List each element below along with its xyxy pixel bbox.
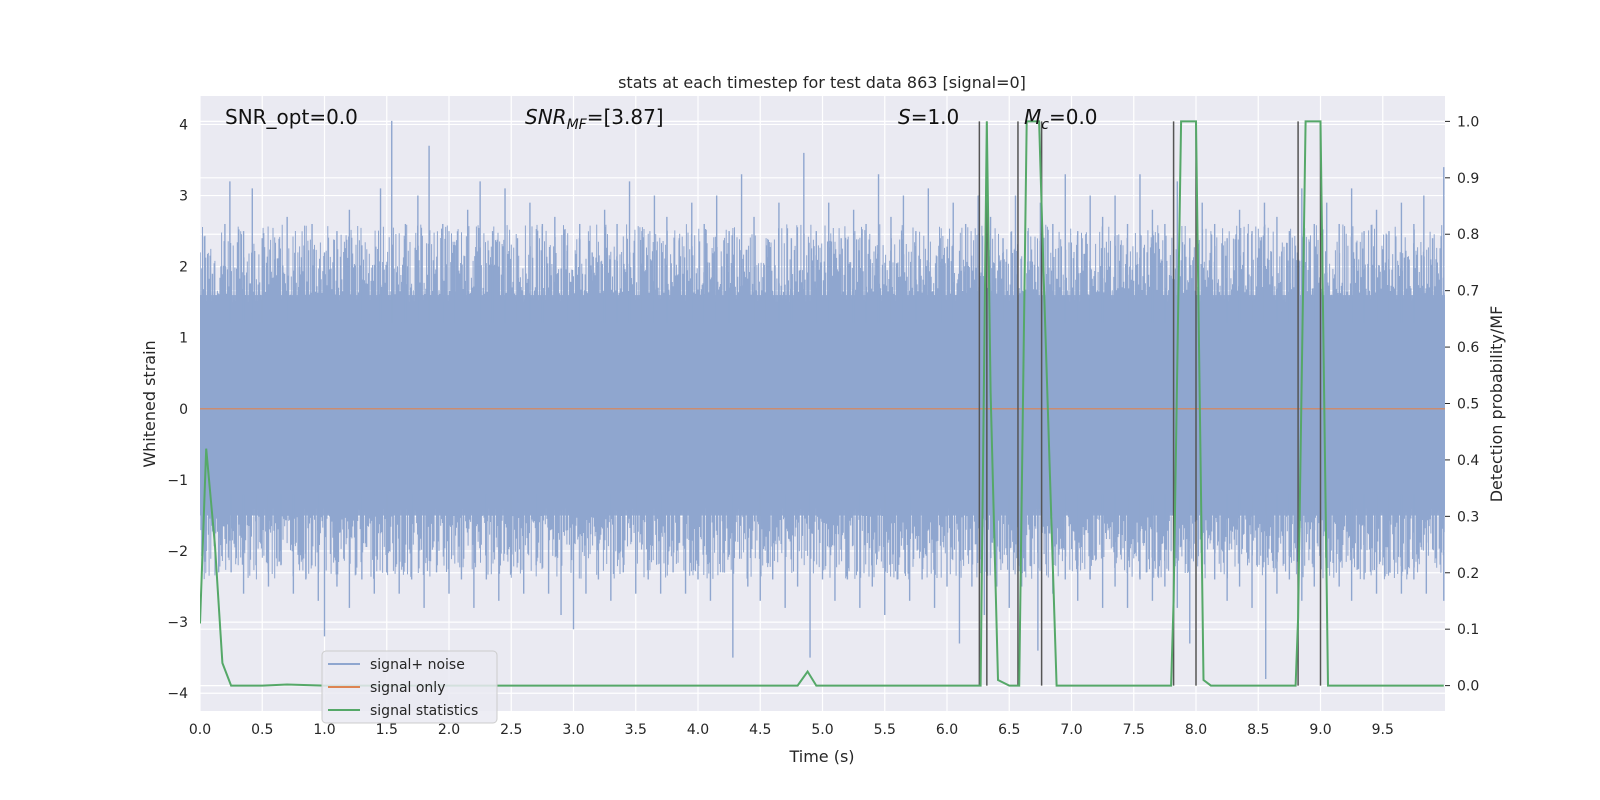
- y-tick-label: 4: [179, 117, 188, 133]
- y-tick-label: 2: [179, 260, 188, 276]
- x-tick-label: 0.5: [251, 722, 273, 738]
- x-tick-label: 4.0: [687, 722, 709, 738]
- legend-label-signal-only: signal only: [370, 680, 445, 696]
- y-tick-label: −2: [167, 544, 188, 560]
- annotation-mc-sub: c: [1041, 117, 1049, 133]
- x-tick-label: 8.5: [1247, 722, 1269, 738]
- x-tick-label: 2.0: [438, 722, 460, 738]
- y2-axis-ticks: 1.0 0.9 0.8 0.7 0.6 0.5 0.4 0.3 0.2 0.1 0.0: [1445, 114, 1479, 695]
- x-tick-label: 7.0: [1060, 722, 1082, 738]
- x-axis-ticks: 0.0 0.5 1.0 1.5 2.0 2.5 3.0 3.5 4.0 4.5 5.0 5.5 6.0 6…: [189, 722, 1394, 738]
- annotation-snr-mf: SNRMF=[3.87]: [525, 105, 664, 133]
- x-tick-label: 1.5: [376, 722, 398, 738]
- y-tick-label: −4: [167, 686, 188, 702]
- x-tick-label: 2.5: [500, 722, 522, 738]
- annotation-snr-opt: SNR_opt=0.0: [225, 105, 358, 129]
- y-tick-label: 0: [179, 402, 188, 418]
- y-tick-label: 1: [179, 331, 188, 347]
- x-tick-label: 0.0: [189, 722, 211, 738]
- x-tick-label: 7.5: [1123, 722, 1145, 738]
- y-tick-label: −3: [167, 615, 188, 631]
- x-tick-label: 3.0: [562, 722, 584, 738]
- y-tick-label: 3: [179, 189, 188, 205]
- y2-tick-label: 0.6: [1457, 340, 1479, 356]
- y2-tick-label: 0.7: [1457, 284, 1479, 300]
- x-tick-label: 3.5: [625, 722, 647, 738]
- noise-trace: [200, 224, 1445, 580]
- legend-label-signal-statistics: signal statistics: [370, 703, 478, 719]
- x-axis-label: Time (s): [788, 747, 854, 766]
- y2-tick-label: 0.3: [1457, 509, 1479, 525]
- y2-tick-label: 0.9: [1457, 171, 1479, 187]
- legend-label-signal-noise: signal+ noise: [370, 657, 465, 673]
- y2-axis-label: Detection probability/MF: [1487, 306, 1506, 503]
- x-tick-label: 8.0: [1185, 722, 1207, 738]
- series-signal-noise: [200, 120, 1445, 680]
- y-axis-ticks: 4 3 2 1 0 −1 −2 −3 −4: [167, 117, 188, 702]
- x-tick-label: 9.5: [1372, 722, 1394, 738]
- annotation-s-main: S: [898, 105, 911, 129]
- x-tick-label: 6.5: [998, 722, 1020, 738]
- x-tick-label: 6.0: [936, 722, 958, 738]
- y2-tick-label: 0.4: [1457, 453, 1479, 469]
- y2-tick-label: 1.0: [1457, 114, 1479, 130]
- annotation-snr-mf-value: =[3.87]: [587, 105, 664, 129]
- x-tick-label: 4.5: [749, 722, 771, 738]
- legend-box: [321, 650, 498, 724]
- annotation-snr-mf-sub: MF: [567, 117, 588, 133]
- annotation-s: S=1.0: [898, 105, 959, 129]
- y2-tick-label: 0.2: [1457, 566, 1479, 582]
- y-tick-label: −1: [167, 473, 188, 489]
- x-tick-label: 1.0: [313, 722, 335, 738]
- x-tick-label: 9.0: [1309, 722, 1331, 738]
- chart-title: stats at each timestep for test data 863…: [618, 73, 1026, 92]
- legend: signal+ noise signal only signal statist…: [321, 650, 498, 724]
- x-tick-label: 5.0: [811, 722, 833, 738]
- annotation-mc-main: M: [1024, 105, 1041, 129]
- annotation-snr-mf-main: SNR: [525, 105, 567, 129]
- x-tick-label: 5.5: [874, 722, 896, 738]
- y2-tick-label: 0.0: [1457, 679, 1479, 695]
- y2-tick-label: 0.5: [1457, 397, 1479, 413]
- y-axis-label: Whitened strain: [140, 340, 159, 467]
- annotation-mc: Mc=0.0: [1024, 105, 1098, 133]
- y2-tick-label: 0.1: [1457, 622, 1479, 638]
- y2-tick-label: 0.8: [1457, 227, 1479, 243]
- annotation-s-value: =1.0: [911, 105, 960, 129]
- annotation-mc-value: =0.0: [1049, 105, 1098, 129]
